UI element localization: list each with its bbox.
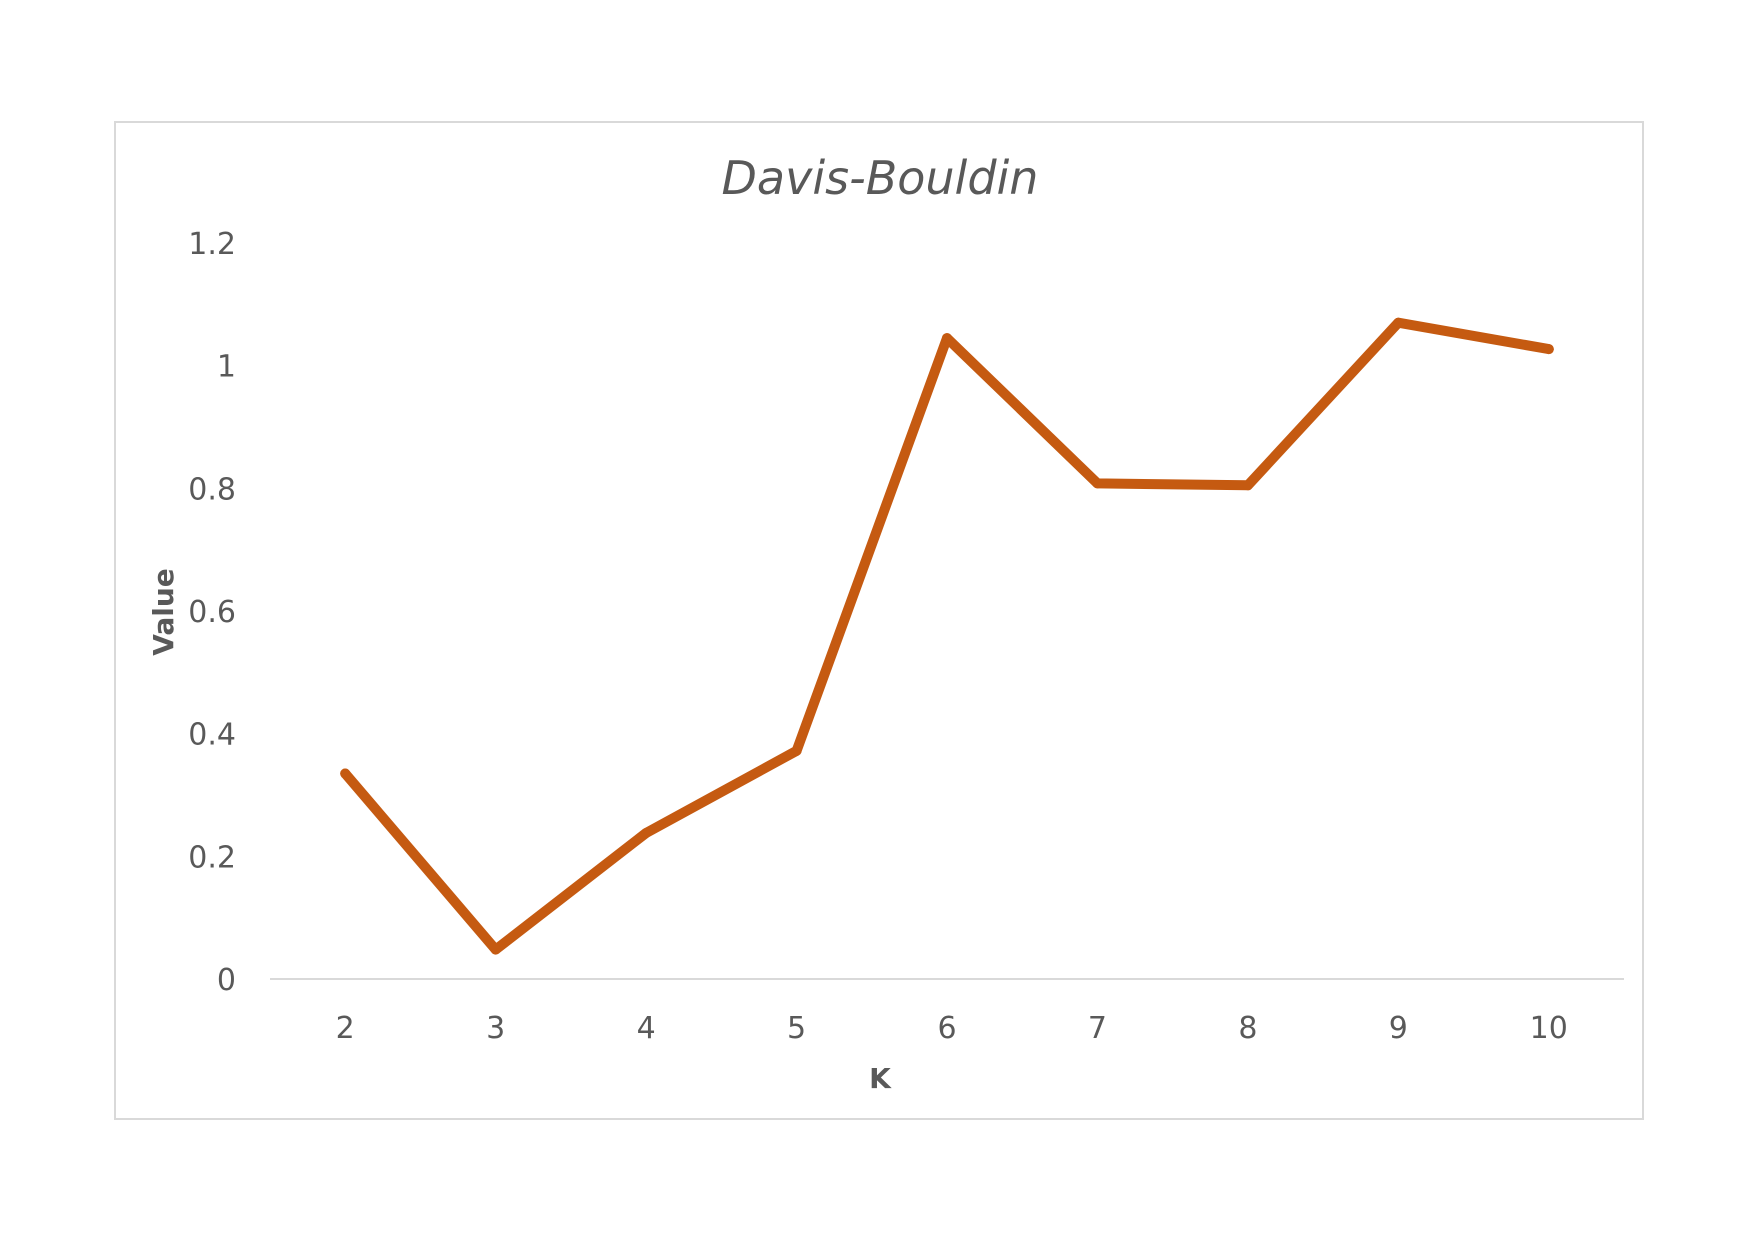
series-group [340,317,1554,955]
y-tick-label: 0.4 [188,718,236,753]
x-tick-label: 4 [637,1011,656,1046]
chart-area [114,121,1644,1120]
series-line [340,317,1554,955]
data-point [1242,480,1253,491]
data-point [490,944,501,955]
x-tick-label: 10 [1530,1011,1568,1046]
y-axis-tick-labels: 0 0.2 0.4 0.6 0.8 1 1.2 [188,227,236,998]
y-tick-label: 0.6 [188,595,236,630]
y-axis-title: Value [147,568,180,656]
x-tick-label: 3 [486,1011,505,1046]
y-tick-label: 0.8 [188,472,236,507]
x-tick-label: 6 [937,1011,956,1046]
y-tick-label: 1.2 [188,227,236,262]
x-tick-label: 2 [336,1011,355,1046]
data-point [1393,317,1404,328]
data-point [791,745,802,756]
y-tick-label: 1 [217,350,236,385]
x-tick-label: 8 [1238,1011,1257,1046]
x-tick-label: 5 [787,1011,806,1046]
y-tick-label: 0.2 [188,840,236,875]
data-point [340,768,351,779]
x-tick-label: 7 [1088,1011,1107,1046]
x-axis-tick-labels: 2 3 4 5 6 7 8 9 10 [336,1011,1568,1046]
data-point [641,828,652,839]
data-point [1092,478,1103,489]
x-tick-label: 9 [1389,1011,1408,1046]
x-axis-title: K [869,1062,892,1095]
data-point [1543,344,1554,355]
chart-title: Davis-Bouldin [722,151,1039,205]
data-point [942,333,952,344]
y-tick-label: 0 [217,963,236,998]
